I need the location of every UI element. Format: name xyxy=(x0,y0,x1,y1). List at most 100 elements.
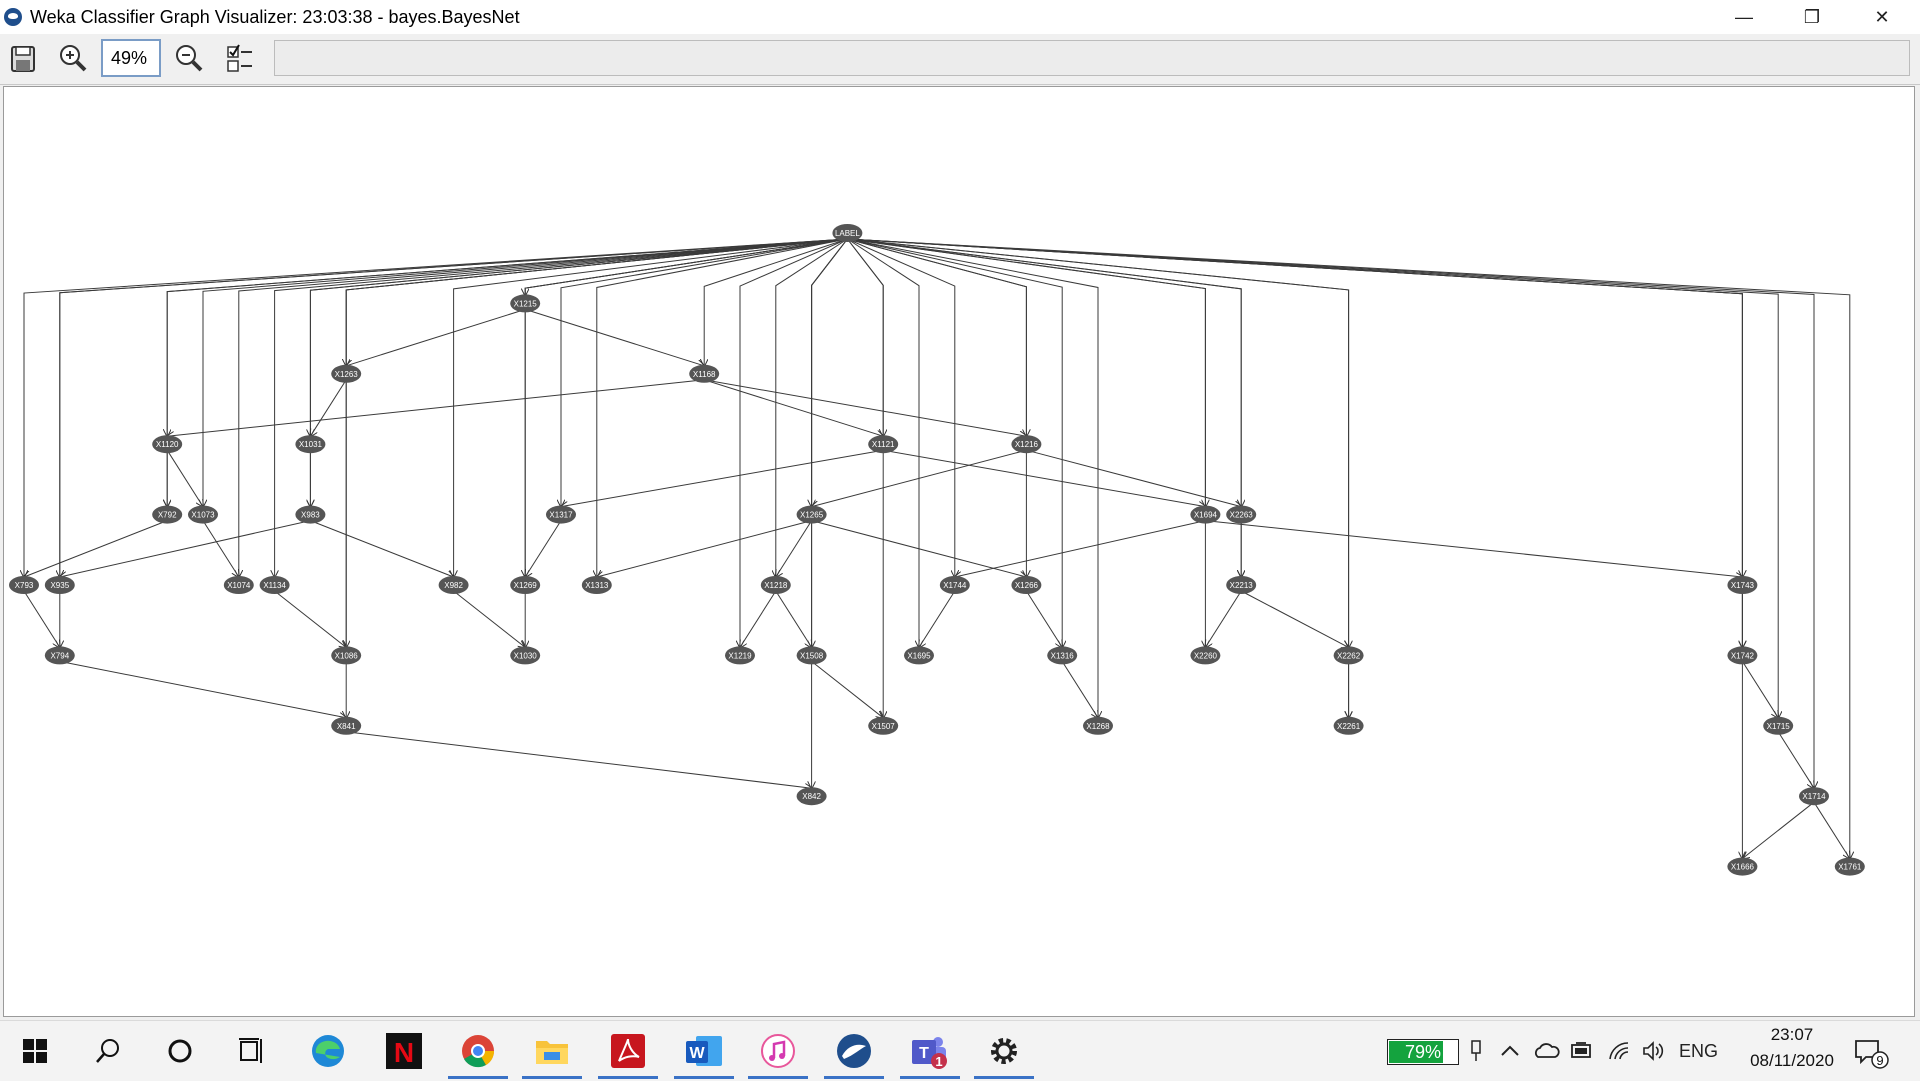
itunes-button[interactable] xyxy=(748,1031,808,1079)
node-x1031[interactable]: X1031 xyxy=(295,435,326,454)
node-label[interactable]: LABEL xyxy=(832,224,863,242)
start-button[interactable] xyxy=(14,1031,58,1071)
node-ellipse xyxy=(1727,857,1758,876)
graph-canvas[interactable]: LABEL X1215 X1263 X1168 X1120 X1031 X1121 X1216… xyxy=(3,86,1915,1017)
chevron-up-icon[interactable] xyxy=(1498,1039,1522,1063)
zoom-out-button[interactable] xyxy=(170,40,208,78)
file-explorer-icon xyxy=(536,1041,568,1064)
node-x1263[interactable]: X1263 xyxy=(331,364,362,383)
task-view-button[interactable] xyxy=(230,1031,274,1071)
acrobat-button[interactable] xyxy=(598,1031,658,1079)
node-x2263[interactable]: X2263 xyxy=(1226,505,1257,524)
node-x2260[interactable]: X2260 xyxy=(1190,646,1221,665)
node-x1666[interactable]: X1666 xyxy=(1727,857,1758,876)
node-x2213[interactable]: X2213 xyxy=(1226,576,1257,594)
node-x1313[interactable]: X1313 xyxy=(581,576,612,594)
cortana-button[interactable] xyxy=(158,1031,202,1071)
node-ellipse xyxy=(1083,716,1113,735)
running-indicator xyxy=(900,1076,960,1079)
node-x841[interactable]: X841 xyxy=(331,716,362,735)
node-label: X1317 xyxy=(549,511,573,520)
close-button[interactable]: ✕ xyxy=(1874,7,1890,27)
node-x1121[interactable]: X1121 xyxy=(868,435,899,454)
edge-label-x1316 xyxy=(847,238,1062,647)
node-x1215[interactable]: X1215 xyxy=(510,294,541,313)
save-button[interactable] xyxy=(4,40,42,78)
node-x1073[interactable]: X1073 xyxy=(188,505,218,524)
node-label: X1714 xyxy=(1802,792,1826,801)
battery-indicator[interactable]: 79% xyxy=(1387,1039,1459,1065)
node-label: X1268 xyxy=(1086,722,1110,731)
word-button[interactable]: W xyxy=(674,1031,734,1079)
node-x1715[interactable]: X1715 xyxy=(1763,716,1794,735)
node-x1761[interactable]: X1761 xyxy=(1834,857,1865,876)
node-x1074[interactable]: X1074 xyxy=(223,576,254,594)
node-x1120[interactable]: X1120 xyxy=(152,435,183,454)
node-x1742[interactable]: X1742 xyxy=(1727,646,1758,665)
node-x1134[interactable]: X1134 xyxy=(259,576,290,594)
clock-date[interactable]: 08/11/2020 xyxy=(1750,1051,1834,1070)
node-label: LABEL xyxy=(835,229,860,238)
node-x1743[interactable]: X1743 xyxy=(1727,576,1758,594)
node-x1744[interactable]: X1744 xyxy=(939,576,970,594)
edges-layer xyxy=(24,238,1850,859)
node-x1216[interactable]: X1216 xyxy=(1011,435,1042,454)
edge-label-x2213 xyxy=(847,238,1241,577)
weka-button[interactable] xyxy=(824,1031,884,1079)
minimize-button[interactable]: — xyxy=(1735,7,1753,27)
save-icon xyxy=(11,46,35,72)
node-ellipse xyxy=(510,294,541,313)
taskbar: N W xyxy=(0,1020,1920,1081)
maximize-button[interactable]: ❐ xyxy=(1803,7,1821,27)
onedrive-cloud-icon[interactable] xyxy=(1532,1039,1560,1063)
node-x983[interactable]: X983 xyxy=(295,505,326,524)
chrome-button[interactable] xyxy=(448,1031,508,1079)
device-icon[interactable] xyxy=(1568,1039,1596,1063)
zoom-in-button[interactable] xyxy=(54,40,92,78)
language-indicator[interactable]: ENG xyxy=(1679,1041,1719,1061)
node-x842[interactable]: X842 xyxy=(796,787,827,806)
node-ellipse xyxy=(223,576,254,594)
node-x1219[interactable]: X1219 xyxy=(725,646,755,665)
teams-button[interactable]: T 1 xyxy=(900,1031,960,1079)
volume-icon[interactable] xyxy=(1640,1039,1666,1063)
node-x1316[interactable]: X1316 xyxy=(1047,646,1078,665)
node-x1030[interactable]: X1030 xyxy=(510,646,541,665)
node-x1317[interactable]: X1317 xyxy=(546,505,576,524)
node-x792[interactable]: X792 xyxy=(152,505,183,524)
node-label: X841 xyxy=(337,722,356,731)
edge-button[interactable] xyxy=(306,1031,350,1071)
node-x2262[interactable]: X2262 xyxy=(1333,646,1364,665)
wifi-icon[interactable] xyxy=(1606,1039,1632,1063)
node-x1269[interactable]: X1269 xyxy=(510,576,541,594)
node-x1168[interactable]: X1168 xyxy=(689,364,720,383)
node-label: X1121 xyxy=(872,440,895,449)
node-x1714[interactable]: X1714 xyxy=(1799,787,1829,806)
node-x1694[interactable]: X1694 xyxy=(1190,505,1221,524)
power-plug-icon[interactable] xyxy=(1466,1037,1486,1065)
node-x794[interactable]: X794 xyxy=(44,646,75,665)
layout-options-button[interactable] xyxy=(222,40,260,78)
node-x1265[interactable]: X1265 xyxy=(796,505,827,524)
node-x982[interactable]: X982 xyxy=(438,576,469,594)
node-x1268[interactable]: X1268 xyxy=(1083,716,1113,735)
node-x1507[interactable]: X1507 xyxy=(868,716,899,735)
node-ellipse xyxy=(760,576,791,594)
node-x1086[interactable]: X1086 xyxy=(331,646,362,665)
file-explorer-button[interactable] xyxy=(522,1031,582,1079)
netflix-button[interactable]: N xyxy=(382,1031,426,1071)
node-x1266[interactable]: X1266 xyxy=(1011,576,1042,594)
node-x1695[interactable]: X1695 xyxy=(904,646,934,665)
battery-fill xyxy=(1389,1041,1443,1063)
notifications-button[interactable]: 9 xyxy=(1852,1035,1890,1069)
search-button[interactable] xyxy=(86,1031,130,1071)
node-x793[interactable]: X793 xyxy=(9,576,39,594)
node-x1508[interactable]: X1508 xyxy=(796,646,827,665)
node-x1218[interactable]: X1218 xyxy=(760,576,791,594)
node-label: X935 xyxy=(50,581,69,590)
settings-button[interactable] xyxy=(974,1031,1034,1079)
zoom-percent-field[interactable]: 49% xyxy=(101,39,161,77)
node-x935[interactable]: X935 xyxy=(44,576,75,594)
node-x2261[interactable]: X2261 xyxy=(1333,716,1364,735)
clock-time[interactable]: 23:07 xyxy=(1770,1025,1814,1044)
